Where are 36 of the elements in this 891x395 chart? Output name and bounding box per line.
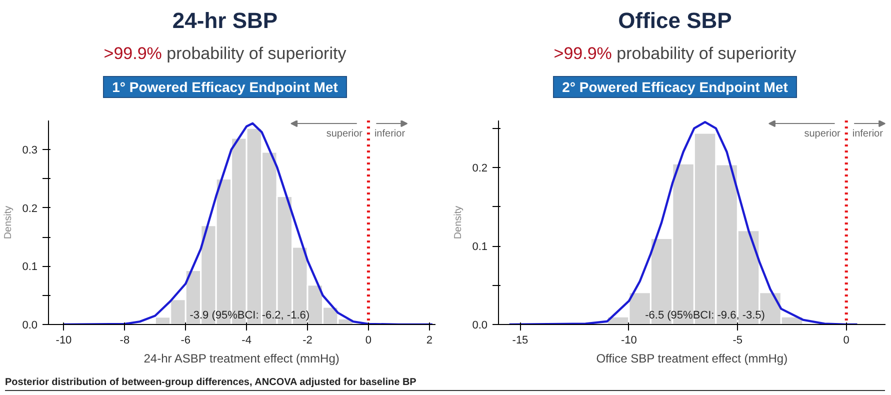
line-series [62, 122, 434, 324]
annotation: -6.5 (95%BCI: -9.6, -3.5) [645, 310, 765, 322]
y-tick-label: 0.1 [472, 241, 488, 254]
chart-title: Office SBP [617, 7, 733, 35]
x-tick-label: -4 [242, 334, 252, 346]
text: 2° Powered Efficacy Endpoint Met [553, 76, 797, 98]
y-axis-title: Density [3, 206, 14, 240]
x-tick-label: -15 [512, 334, 528, 346]
annotation: inferior [374, 128, 406, 140]
x-tick-label: 0 [365, 334, 372, 346]
x-tick-label: -8 [120, 334, 130, 346]
y-axis-title: Density [453, 206, 464, 240]
x-tick-label: -2 [302, 334, 312, 346]
annotation: superior [804, 128, 842, 140]
x-axis-title: Office SBP treatment effect (mmHg) [596, 352, 788, 366]
y-tick-label: 0.3 [22, 144, 38, 157]
x-tick-label: -10 [56, 334, 72, 346]
x-tick-label: 0 [843, 334, 850, 346]
annotation: -3.9 (95%BCI: -6.2, -1.6) [190, 310, 310, 322]
chart-subtitle: >99.9% probability of superiority [552, 43, 798, 66]
text: 1° Powered Efficacy Endpoint Met [103, 76, 347, 98]
y-tick-label: 0.0 [472, 320, 488, 332]
chart-title: 24-hr SBP [171, 7, 279, 35]
x-tick-label: -5 [732, 334, 743, 346]
x-tick-label: -6 [180, 334, 191, 346]
text: Posterior distribution of between-group differences, ANCOVA adjusted for baseline BP [5, 376, 885, 392]
y-tick-label: 0.0 [22, 320, 38, 332]
x-axis-title: 24-hr ASBP treatment effect (mmHg) [144, 352, 340, 366]
y-tick-label: 0.2 [22, 202, 38, 215]
x-tick-label: 2 [426, 334, 432, 346]
y-tick-label: 0.2 [472, 162, 488, 175]
x-tick-label: -10 [621, 334, 637, 346]
annotation: inferior [852, 128, 884, 140]
annotation: superior [326, 128, 364, 140]
y-tick-label: 0.1 [22, 261, 38, 274]
chart-subtitle: >99.9% probability of superiority [102, 43, 348, 66]
